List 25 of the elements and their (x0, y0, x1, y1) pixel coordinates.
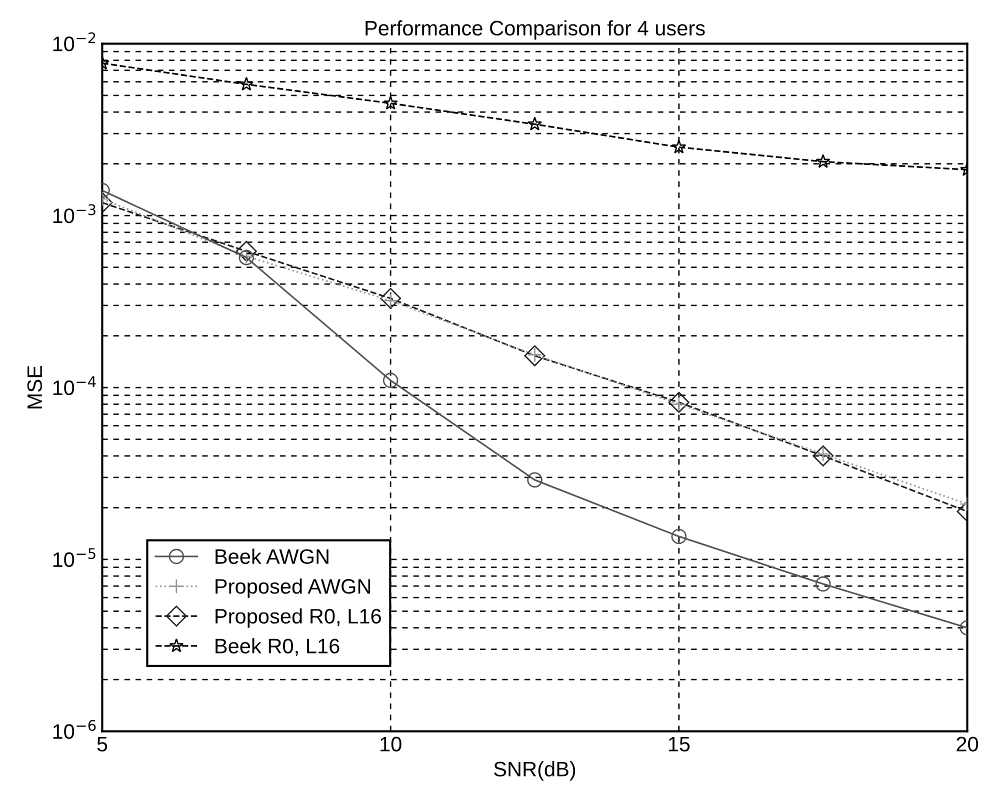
x-axis-title: SNR(dB) (494, 761, 576, 781)
x-tick-label: 5 (97, 736, 108, 752)
x-tick-label: 15 (668, 736, 690, 752)
point (671, 528, 687, 544)
y-tick-label: 10$^{−2}$ (53, 32, 96, 52)
legend-label: Beek AWGN (216, 548, 328, 564)
legend-label: Proposed R0, L16 (216, 608, 381, 628)
chart-title: Performance Comparison for 4 users (366, 20, 705, 40)
point (672, 140, 686, 154)
y-tick-label: 10$^{−6}$ (53, 720, 96, 739)
x-tick-label: 10 (380, 736, 402, 752)
y-axis-title: MSE (27, 366, 42, 408)
y-tick-label: 10$^{−3}$ (53, 204, 96, 224)
point (383, 96, 398, 110)
point (524, 345, 546, 366)
legend-label: Beek R0, L16 (216, 638, 340, 656)
x-tick-label: 20 (956, 736, 978, 752)
point (380, 288, 402, 309)
point (527, 472, 542, 488)
point (527, 116, 542, 131)
legend-label: Proposed AWGN (216, 578, 370, 598)
y-tick-label: 10$^{−4}$ (53, 376, 96, 396)
point (668, 392, 690, 413)
y-tick-label: 10$^{−5}$ (53, 548, 96, 568)
point (382, 372, 398, 388)
